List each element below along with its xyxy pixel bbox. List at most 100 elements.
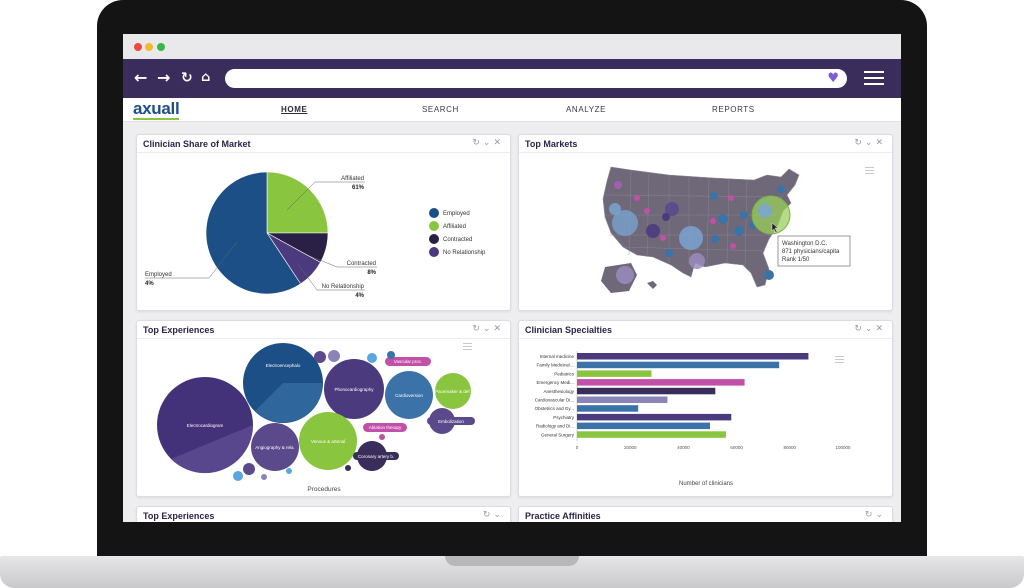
bubble-phonocardiography[interactable]: [324, 359, 384, 419]
market-bubble[interactable]: [764, 270, 774, 280]
close-icon[interactable]: ✕: [493, 138, 504, 148]
market-bubble[interactable]: [728, 195, 734, 201]
market-bubble[interactable]: [740, 211, 748, 219]
market-bubble[interactable]: [777, 185, 785, 193]
bubble-small[interactable]: [387, 351, 395, 359]
bubble-vascular[interactable]: [385, 357, 431, 366]
legend-label-affiliated[interactable]: Affiliated: [443, 224, 466, 230]
bar[interactable]: [577, 387, 716, 395]
chevron-down-icon[interactable]: ⌄: [864, 138, 876, 148]
bubble-small[interactable]: [261, 474, 267, 480]
market-bubble-selected[interactable]: [751, 195, 791, 235]
legend-swatch-employed: [429, 208, 439, 218]
bar[interactable]: [577, 379, 745, 386]
panel-menu-icon[interactable]: [865, 167, 874, 176]
bar-category-label: Cardiovascular Di...: [535, 398, 574, 403]
nav-reports[interactable]: REPORTS: [712, 105, 755, 114]
bar[interactable]: [577, 396, 668, 404]
bubble-small[interactable]: [367, 353, 377, 363]
bar-category-label: Anesthesiology: [543, 389, 574, 394]
maximize-window-icon[interactable]: [157, 43, 165, 51]
close-window-icon[interactable]: [134, 43, 142, 51]
chevron-down-icon[interactable]: ⌄: [875, 510, 886, 520]
bubble-small[interactable]: [328, 350, 340, 362]
top-experiences-panel: Top Experiences ↻⌄✕ Electrocardiogram El…: [136, 320, 511, 497]
bubble-venous[interactable]: [299, 412, 357, 470]
market-bubble[interactable]: [730, 243, 736, 249]
market-bubble[interactable]: [718, 214, 728, 224]
refresh-icon[interactable]: ↻: [482, 510, 494, 520]
home-icon[interactable]: ⌂: [201, 70, 211, 85]
refresh-icon[interactable]: ↻: [854, 324, 865, 334]
market-bubble[interactable]: [665, 249, 673, 257]
chevron-down-icon[interactable]: ⌄: [493, 510, 504, 520]
market-bubble[interactable]: [665, 202, 679, 216]
bar[interactable]: [577, 413, 732, 421]
market-bubble[interactable]: [612, 210, 638, 236]
nav-search[interactable]: SEARCH: [422, 105, 459, 114]
chevron-down-icon[interactable]: ⌄: [482, 138, 494, 148]
market-bubble[interactable]: [614, 181, 622, 189]
reload-icon[interactable]: ↻: [181, 70, 193, 86]
pie-slice-affiliated[interactable]: [266, 171, 329, 234]
chevron-down-icon[interactable]: ⌄: [482, 324, 494, 334]
forward-arrow-icon[interactable]: →: [157, 68, 171, 87]
bar[interactable]: [577, 405, 639, 412]
bubble-small[interactable]: [233, 471, 243, 481]
bar[interactable]: [577, 422, 710, 430]
refresh-icon[interactable]: ↻: [854, 138, 865, 148]
refresh-icon[interactable]: ↻: [864, 510, 876, 520]
bubble-small[interactable]: [314, 351, 326, 363]
bar[interactable]: [577, 361, 780, 369]
nav-analyze[interactable]: ANALYZE: [566, 105, 607, 114]
back-arrow-icon[interactable]: ←: [134, 68, 148, 87]
market-bubble[interactable]: [662, 213, 670, 221]
heart-icon[interactable]: ♥: [827, 71, 839, 86]
bubble-pacemaker[interactable]: [435, 373, 471, 409]
legend-label-no-relationship[interactable]: No Relationship: [443, 250, 486, 256]
market-bubble[interactable]: [634, 195, 640, 201]
market-bubble[interactable]: [644, 208, 650, 214]
bubble-small[interactable]: [286, 468, 292, 474]
market-bubble[interactable]: [679, 226, 703, 250]
bubble-angiography[interactable]: [251, 423, 299, 471]
market-bubble[interactable]: [646, 224, 660, 238]
close-icon[interactable]: ✕: [875, 324, 886, 334]
bubble-cardioversion[interactable]: [385, 371, 433, 419]
axuall-logo[interactable]: axuall: [133, 99, 180, 118]
pie-slice-employed[interactable]: [205, 171, 302, 295]
bubble-label: Angiography & rela.: [255, 445, 295, 450]
bubble-small[interactable]: [243, 463, 255, 475]
market-bubble[interactable]: [616, 266, 634, 284]
legend-label-contracted[interactable]: Contracted: [443, 237, 472, 243]
address-bar[interactable]: ♥: [225, 69, 847, 88]
minimize-window-icon[interactable]: [145, 43, 153, 51]
hamburger-menu-icon[interactable]: [864, 71, 884, 85]
nav-home[interactable]: HOME: [281, 105, 308, 114]
panel-menu-icon[interactable]: [463, 343, 472, 352]
market-bubble[interactable]: [710, 192, 718, 200]
refresh-icon[interactable]: ↻: [472, 324, 483, 334]
market-bubble[interactable]: [734, 226, 744, 236]
close-icon[interactable]: ✕: [493, 324, 504, 334]
bar[interactable]: [577, 353, 809, 360]
bar[interactable]: [577, 370, 652, 377]
refresh-icon[interactable]: ↻: [472, 138, 483, 148]
market-bubble[interactable]: [660, 235, 666, 241]
bubble-label: Electrocardiogram: [187, 423, 224, 428]
bubble-small[interactable]: [345, 465, 351, 471]
market-bubble[interactable]: [758, 204, 772, 218]
bubble-label: Pacemaker & def.: [435, 389, 471, 394]
close-icon[interactable]: ✕: [875, 138, 886, 148]
market-bubble[interactable]: [689, 253, 705, 269]
bubble-ablation[interactable]: [363, 423, 407, 432]
chevron-down-icon[interactable]: ⌄: [864, 324, 876, 334]
panel-menu-icon[interactable]: [835, 356, 844, 365]
bubble-small[interactable]: [379, 434, 385, 440]
market-bubble[interactable]: [609, 203, 621, 215]
legend-label-employed[interactable]: Employed: [443, 211, 470, 217]
us-map[interactable]: Washington D.C. 871 physicians/capita Ra…: [519, 135, 893, 311]
market-bubble[interactable]: [711, 235, 719, 243]
market-bubble[interactable]: [710, 218, 716, 224]
bar[interactable]: [577, 431, 726, 438]
